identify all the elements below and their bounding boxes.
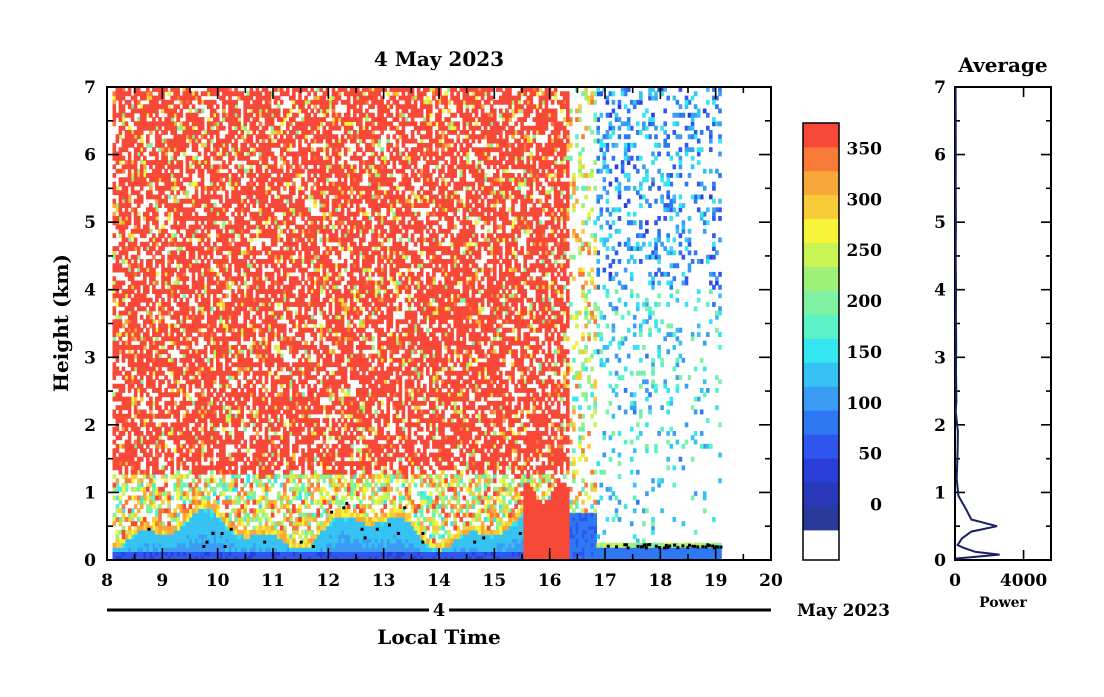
colorbar-cell <box>803 362 839 387</box>
colorbar-cell <box>803 386 839 411</box>
x-axis-label: Local Time <box>377 625 500 649</box>
colorbar-tick-label: 150 <box>847 343 883 363</box>
colorbar-cell <box>803 506 839 531</box>
profile-y-tick-label: 6 <box>934 146 946 166</box>
profile-y-tick-labels: 0 1 2 3 4 5 6 7 <box>934 78 946 571</box>
profile-y-tick-label: 1 <box>934 483 946 503</box>
x-tick-label: 10 <box>206 571 230 591</box>
colorbar-cell <box>803 170 839 196</box>
profile-y-tick-label: 3 <box>934 348 946 368</box>
y-axis-label: Height (km) <box>49 254 73 392</box>
colorbar-tick-label: 250 <box>847 241 883 261</box>
profile-tick-marks <box>954 86 1051 561</box>
colorbar-cell <box>803 410 839 435</box>
y-tick-labels: 0 1 2 3 4 5 6 7 <box>84 78 96 571</box>
profile-line <box>955 87 1000 560</box>
colorbar-cell <box>803 242 839 268</box>
x-tick-label: 16 <box>538 571 562 591</box>
heatmap-layer <box>112 87 723 560</box>
colorbar-cell <box>803 266 839 291</box>
colorbar: 0 50 100 150 200 250 300 350 <box>802 122 883 561</box>
colorbar-cell <box>803 458 839 483</box>
colorbar-tick-label: 0 <box>870 496 882 516</box>
x-tick-label: 8 <box>101 571 113 591</box>
colorbar-cell-below <box>803 530 839 560</box>
y-tick-label: 1 <box>84 483 96 503</box>
colorbar-cell <box>803 218 839 244</box>
colorbar-cells <box>803 123 839 560</box>
y-tick-label: 7 <box>84 78 96 98</box>
heatmap-band-7 <box>115 87 722 552</box>
x-tick-label: 17 <box>593 571 617 591</box>
colorbar-tick-label: 200 <box>847 292 883 312</box>
colorbar-cell <box>803 314 839 339</box>
y-tick-label: 4 <box>84 281 96 301</box>
colorbar-cell <box>803 338 839 363</box>
profile-y-tick-label: 4 <box>934 281 946 301</box>
profile-y-tick-label: 7 <box>934 78 946 98</box>
colorbar-cell <box>803 123 839 148</box>
y-tick-label: 6 <box>84 146 96 166</box>
x-tick-label: 14 <box>427 571 451 591</box>
heatmap-band-16 <box>112 87 570 560</box>
profile-x-tick-labels: 0 4000 <box>949 571 1047 591</box>
profile-y-tick-label: 0 <box>934 551 946 571</box>
x-tick-label: 15 <box>482 571 506 591</box>
chart-title: 4 May 2023 <box>374 47 504 71</box>
x-tick-label: 13 <box>372 571 396 591</box>
x-tick-label: 11 <box>261 571 285 591</box>
average-profile-panel: 0 1 2 3 4 5 6 7 0 4000 Average Power <box>934 53 1052 611</box>
x-tick-label: 18 <box>648 571 672 591</box>
profile-x-tick-label: 4000 <box>1000 571 1047 591</box>
profile-title: Average <box>957 53 1047 77</box>
heatmap-cloud-specks <box>147 501 723 550</box>
colorbar-tick-label: 300 <box>847 190 883 210</box>
y-tick-label: 0 <box>84 551 96 571</box>
y-tick-label: 2 <box>84 416 96 436</box>
profile-ticks <box>954 86 1051 561</box>
profile-frame <box>954 86 1052 561</box>
profile-y-tick-label: 2 <box>934 416 946 436</box>
colorbar-tick-label: 50 <box>858 445 882 465</box>
colorbar-frame <box>802 122 840 561</box>
y-tick-label: 5 <box>84 213 96 233</box>
colorbar-cell <box>803 146 839 172</box>
colorbar-tick-label: 100 <box>847 394 883 414</box>
colorbar-tick-label: 350 <box>847 139 883 159</box>
profile-y-tick-label: 5 <box>934 213 946 233</box>
colorbar-tick-labels: 0 50 100 150 200 250 300 350 <box>847 139 883 515</box>
colorbar-cell <box>803 290 839 315</box>
date-axis-day-label: 4 <box>433 600 446 621</box>
profile-x-axis-label: Power <box>979 595 1027 611</box>
y-tick-label: 3 <box>84 348 96 368</box>
profile-x-tick-label: 0 <box>949 571 961 591</box>
colorbar-cell <box>803 434 839 459</box>
tick-marks <box>106 86 772 561</box>
date-axis-month-label: May 2023 <box>797 601 890 621</box>
x-tick-labels: 8 9 10 11 12 13 14 15 16 17 18 19 20 <box>101 571 783 591</box>
x-tick-label: 12 <box>316 571 340 591</box>
heatmap-ticks <box>106 86 772 561</box>
colorbar-cell <box>803 482 839 507</box>
x-tick-label: 20 <box>759 571 783 591</box>
x-tick-label: 19 <box>704 571 728 591</box>
x-tick-label: 9 <box>156 571 168 591</box>
colorbar-cell <box>803 194 839 220</box>
